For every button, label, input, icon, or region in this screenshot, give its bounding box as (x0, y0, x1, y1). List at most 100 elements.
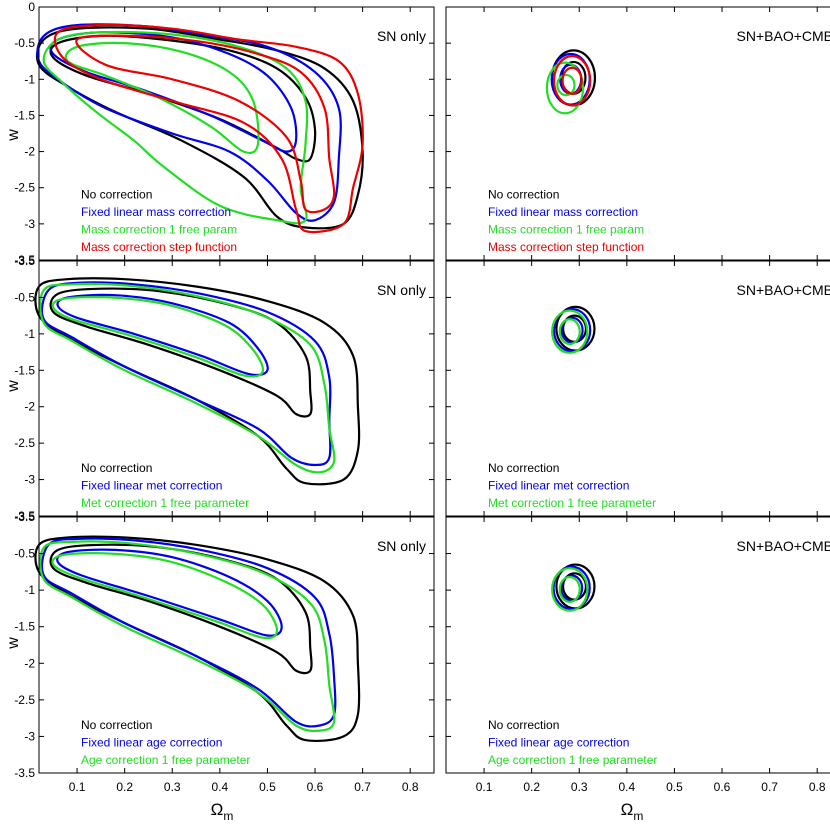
plot-frame (445, 6, 830, 261)
y-tick-label: -3.5 (14, 509, 35, 523)
y-tick-label: -3 (24, 217, 35, 231)
x-tick-label: 0.7 (354, 780, 371, 794)
contour-ellipse (552, 55, 592, 107)
y-axis-label: w (5, 380, 22, 393)
x-tick-label: 0.8 (402, 780, 419, 794)
y-tick-label: -0.5 (14, 547, 35, 561)
legend-entry: No correction (81, 718, 152, 732)
y-tick-label: -0.5 (14, 36, 35, 50)
y-tick-label: -1.5 (14, 620, 35, 634)
contour-ellipse (558, 575, 581, 603)
x-tick-label: 0.3 (571, 780, 588, 794)
contour-line (51, 295, 265, 378)
contour-line (51, 552, 279, 640)
x-tick-label: 0.3 (164, 780, 181, 794)
legend-entry: No correction (488, 461, 559, 475)
x-tick-label: 0.1 (476, 780, 493, 794)
x-tick-label: 0.5 (666, 780, 683, 794)
legend-entry: Fixed linear age correction (81, 736, 222, 750)
panel-title: SN+BAO+CMB (737, 538, 830, 554)
y-tick-label: -3.5 (14, 253, 35, 267)
plot-frame (38, 260, 435, 517)
contour-line (39, 540, 336, 733)
y-tick-label: -3.5 (14, 254, 35, 268)
legend-entry: Fixed linear met correction (488, 479, 629, 493)
y-tick-label: -3 (24, 473, 35, 487)
panel-title: SN only (377, 282, 426, 298)
contours (35, 23, 364, 234)
legend-entry: Mass correction step function (81, 240, 237, 254)
y-tick-label: -2 (24, 145, 35, 159)
legend: No correction Fixed linear met correction… (488, 461, 656, 510)
y-tick-label: -1 (24, 583, 35, 597)
contour-ellipse (552, 307, 592, 353)
panel-2-0: 0.1 0.2 0.3 0.4 0.5 0.6 0.7 0.8 -3.5 -0.5 -1 -1.5 -2… (14, 510, 435, 794)
contour-line (75, 34, 336, 214)
panel-2-1: 0.1 0.2 0.3 0.4 0.5 0.6 0.7 0.8 SN+BAO+CMB No cor… (445, 516, 830, 794)
legend: No correction Fixed linear age correction… (81, 718, 250, 767)
x-tick-label: 0.1 (69, 780, 86, 794)
contours (545, 49, 597, 115)
y-tick-label: -0.5 (14, 290, 35, 304)
contour-ellipse (558, 318, 581, 346)
legend-entry: Fixed linear age correction (488, 736, 629, 750)
y-axis-label: w (5, 637, 22, 650)
contour-line (42, 30, 309, 225)
y-tick-label: -1 (24, 72, 35, 86)
y-tick-label: -1 (24, 327, 35, 341)
panel-title: SN only (377, 538, 426, 554)
x-tick-label: 0.8 (809, 780, 826, 794)
legend: No correction Fixed linear age correction… (488, 718, 657, 767)
y-tick-label: -2.5 (14, 693, 35, 707)
legend-entry: Met correction 1 free parameter (488, 496, 656, 510)
panel-title: SN+BAO+CMB (737, 282, 830, 298)
plot-background (446, 7, 830, 260)
contours (551, 563, 596, 612)
contours (551, 305, 596, 354)
y-tick-label: -2 (24, 656, 35, 670)
contours (34, 535, 361, 742)
contour-line (36, 23, 342, 222)
legend-entry: Fixed linear mass correction (488, 205, 638, 219)
x-axis-label-omega: Ω (211, 800, 224, 819)
y-axis-labels: w w w (5, 129, 22, 650)
x-axis-label-omega: Ω (621, 800, 634, 819)
svg-text:Ωm: Ωm (211, 800, 234, 823)
x-axis-label-sub: m (223, 809, 233, 823)
x-tick-label: 0.6 (714, 780, 731, 794)
panel-1-1: SN+BAO+CMB No correction Fixed linear met … (445, 260, 830, 517)
plot-frame (38, 516, 435, 774)
svg-text:Ωm: Ωm (621, 800, 644, 823)
x-tick-label: 0.6 (307, 780, 324, 794)
legend-entry: Met correction 1 free parameter (81, 496, 249, 510)
y-tick-label: -3 (24, 729, 35, 743)
contour-ellipse (560, 574, 584, 602)
legend-entry: No correction (81, 188, 152, 202)
contour-ellipse (552, 565, 591, 611)
legend-entry: No correction (488, 718, 559, 732)
x-tick-label: 0.5 (259, 780, 276, 794)
plot-frame (445, 516, 830, 774)
plot-background (446, 517, 830, 773)
x-tick-label: 0.4 (211, 780, 228, 794)
legend-entry: Fixed linear mass correction (81, 205, 231, 219)
y-tick-label: -1.5 (14, 363, 35, 377)
legend-entry: Mass correction step function (488, 240, 644, 254)
legend: No correction Fixed linear met correction… (81, 461, 249, 510)
x-tick-label: 0.2 (523, 780, 540, 794)
y-axis-label: w (5, 129, 22, 142)
contour-ellipse (561, 66, 583, 95)
contour-line (39, 282, 336, 474)
contour-line (40, 281, 332, 467)
legend-entry: Fixed linear met correction (81, 479, 222, 493)
legend-entry: Age correction 1 free parameter (81, 753, 250, 767)
legend-entry: No correction (488, 188, 559, 202)
x-tick-label: 0.4 (618, 780, 635, 794)
x-axis-label-sub: m (633, 809, 643, 823)
contours (34, 277, 361, 486)
plot-frame (38, 6, 435, 261)
contour-ellipse (551, 567, 589, 612)
y-tick-label: -3.5 (14, 510, 35, 524)
x-axis-label-right: Ωm (621, 800, 644, 823)
